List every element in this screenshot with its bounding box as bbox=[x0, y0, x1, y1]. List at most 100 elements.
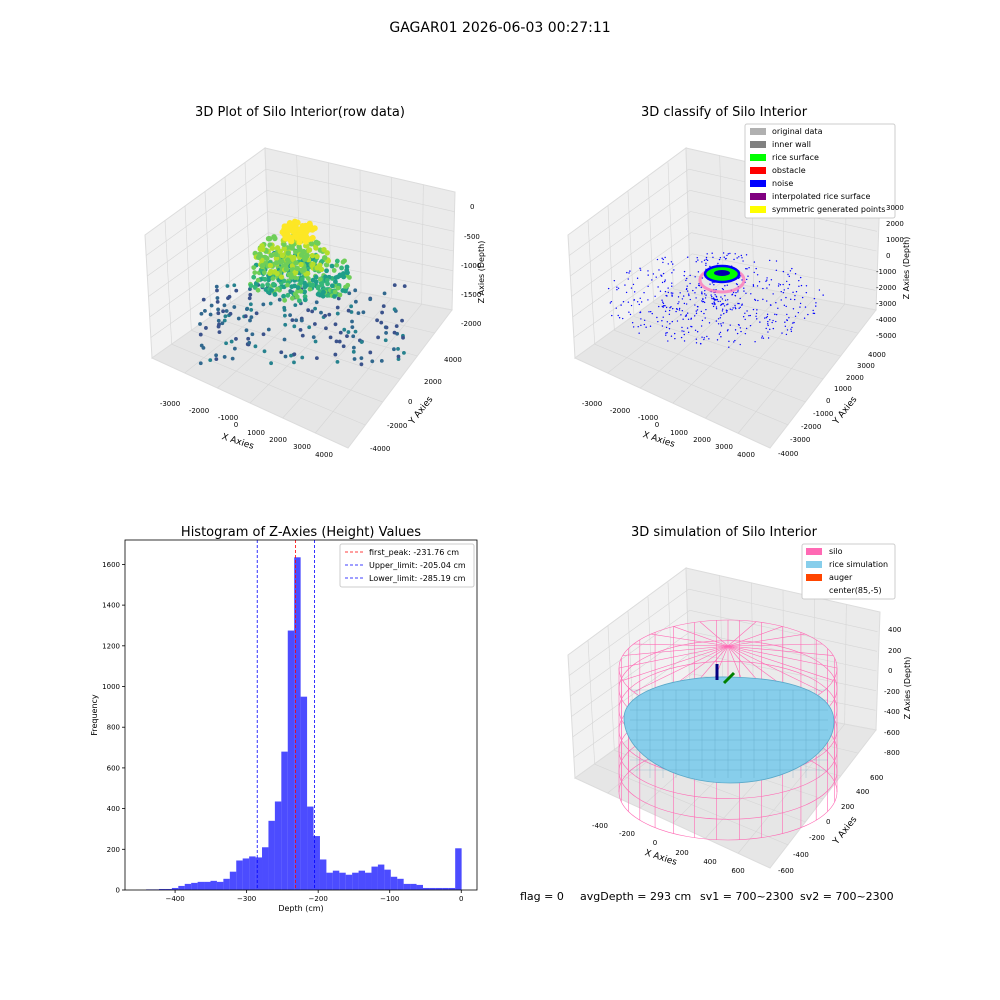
noise-point bbox=[629, 313, 632, 316]
noise-point bbox=[742, 315, 745, 318]
noise-point bbox=[780, 290, 782, 293]
hist-plot-frame bbox=[124, 539, 478, 891]
noise-point bbox=[757, 299, 759, 302]
sim-legend-frame bbox=[801, 543, 896, 600]
sim-ytick: 0 bbox=[826, 818, 830, 826]
noise-point bbox=[681, 298, 684, 300]
noise-point bbox=[794, 273, 797, 275]
noise-point bbox=[695, 312, 698, 315]
raw-point bbox=[396, 346, 400, 351]
raw-point bbox=[327, 312, 332, 317]
raw-point bbox=[381, 304, 386, 309]
grid-line bbox=[315, 303, 422, 434]
raw-point bbox=[317, 276, 323, 282]
raw-point bbox=[356, 311, 361, 316]
histogram-bar bbox=[307, 806, 314, 890]
noise-point bbox=[741, 303, 743, 305]
noise-point bbox=[725, 311, 728, 313]
noise-point bbox=[694, 292, 696, 294]
raw-point bbox=[349, 310, 354, 314]
raw-point bbox=[260, 283, 265, 289]
noise-point bbox=[799, 276, 802, 279]
noise-point bbox=[643, 319, 646, 321]
raw-point bbox=[262, 349, 267, 354]
noise-point bbox=[726, 299, 729, 301]
raw-point bbox=[221, 309, 226, 314]
noise-point bbox=[734, 304, 736, 307]
noise-point bbox=[766, 313, 769, 316]
noise-point bbox=[649, 310, 652, 313]
noise-point bbox=[755, 315, 757, 317]
classify-x-ticks: -3000 -2000 -1000 0 1000 2000 3000 4000 bbox=[582, 400, 755, 459]
raw-point bbox=[336, 296, 341, 301]
noise-point bbox=[712, 297, 715, 299]
noise-point bbox=[813, 312, 816, 315]
noise-point bbox=[793, 298, 796, 301]
noise-point bbox=[670, 306, 672, 308]
noise-point bbox=[726, 254, 728, 257]
raw-point bbox=[335, 311, 340, 316]
noise-point bbox=[722, 288, 725, 291]
noise-point bbox=[766, 287, 768, 289]
noise-point bbox=[723, 256, 725, 258]
raw-point bbox=[225, 284, 230, 288]
noise-point bbox=[742, 260, 744, 262]
noise-point bbox=[775, 313, 778, 316]
classify-ytick: 1000 bbox=[834, 385, 852, 393]
noise-point bbox=[703, 259, 706, 262]
raw-point bbox=[236, 316, 241, 321]
noise-point bbox=[813, 297, 816, 300]
noise-point bbox=[767, 324, 769, 327]
noise-point bbox=[736, 283, 739, 286]
raw-point bbox=[277, 297, 282, 302]
classify-ytick: 0 bbox=[826, 397, 830, 405]
sim-ytick: -600 bbox=[778, 867, 794, 875]
noise-point bbox=[717, 262, 719, 265]
histogram-bar bbox=[352, 872, 359, 890]
noise-point bbox=[800, 284, 803, 287]
histogram-bar bbox=[319, 859, 327, 890]
noise-point bbox=[669, 323, 671, 325]
raw-point bbox=[220, 321, 225, 326]
noise-point bbox=[744, 318, 746, 321]
noise-point bbox=[712, 303, 714, 305]
raw-point bbox=[314, 300, 319, 305]
noise-point bbox=[778, 283, 780, 285]
histogram-bar bbox=[455, 848, 462, 890]
raw-point bbox=[281, 241, 287, 247]
noise-point bbox=[687, 293, 690, 295]
histogram-bar bbox=[300, 696, 308, 890]
noise-point bbox=[675, 310, 677, 313]
histogram-bar bbox=[422, 887, 430, 890]
noise-point bbox=[655, 276, 657, 278]
raw-point bbox=[346, 330, 351, 334]
raw-point bbox=[223, 314, 228, 319]
histogram-bar bbox=[274, 801, 282, 890]
noise-point bbox=[734, 294, 736, 297]
noise-point bbox=[783, 289, 785, 291]
noise-point bbox=[695, 261, 697, 263]
noise-point bbox=[721, 303, 724, 305]
sim-ytick: -400 bbox=[793, 851, 809, 859]
classify-ztick: -1000 bbox=[876, 268, 896, 276]
raw-point bbox=[249, 308, 254, 312]
noise-point bbox=[768, 284, 771, 286]
noise-point bbox=[622, 317, 624, 320]
noise-point bbox=[661, 299, 663, 301]
raw-point bbox=[294, 318, 299, 323]
noise-point bbox=[762, 337, 765, 339]
noise-point bbox=[720, 296, 722, 298]
noise-point bbox=[664, 310, 667, 312]
raw-point bbox=[299, 234, 306, 241]
noise-point bbox=[628, 272, 630, 274]
raw-point bbox=[289, 295, 295, 301]
sim-legend: silo rice simulation auger center(85,-5) bbox=[801, 543, 896, 600]
grid-line bbox=[421, 184, 424, 305]
noise-point bbox=[672, 292, 674, 294]
raw-point bbox=[283, 223, 290, 230]
noise-point bbox=[681, 330, 683, 332]
noise-point bbox=[671, 295, 673, 297]
silo-roof-rib bbox=[727, 633, 806, 647]
raw-point bbox=[250, 332, 255, 337]
